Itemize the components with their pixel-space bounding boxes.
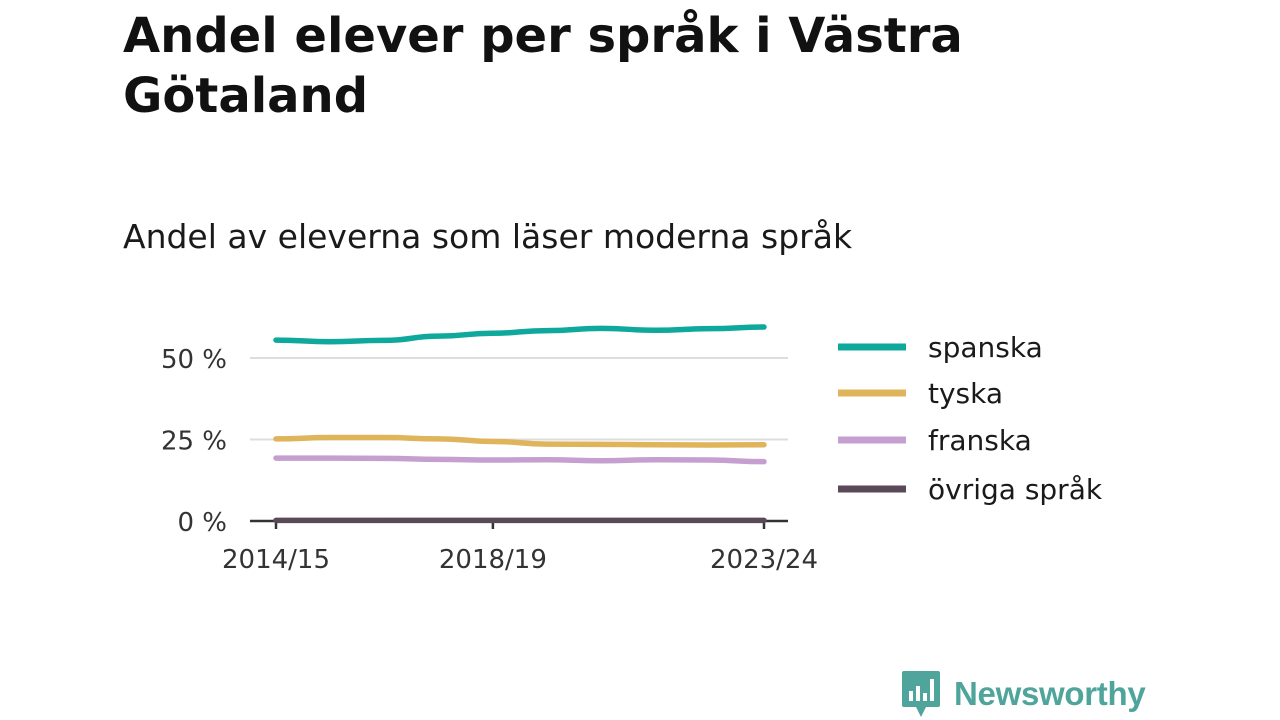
series-line-spanska [273, 324, 767, 345]
x-tick-label: 2023/24 [710, 545, 818, 575]
y-axis-tick-labels: 0 % 25 % 50 % [161, 345, 227, 538]
grid-lines [250, 357, 788, 441]
series-line-tyska [273, 434, 767, 448]
newsworthy-logo-icon [902, 671, 940, 717]
y-tick-label: 25 % [161, 427, 227, 457]
y-tick-label: 0 % [177, 508, 227, 538]
x-tick-label: 2018/19 [439, 545, 547, 575]
chart-subtitle: Andel av eleverna som läser moderna språ… [123, 217, 853, 256]
x-tick-label: 2014/15 [222, 545, 330, 575]
newsworthy-logo: Newsworthy [900, 669, 1146, 719]
series-line-franska [273, 455, 767, 465]
x-axis: 2014/15 2018/19 2023/24 [222, 519, 818, 575]
chart-title: Andel elever per språk i Västra Götaland [123, 8, 963, 124]
legend-label: spanska [928, 331, 1043, 364]
legend: spanska tyska franska övriga språk [838, 331, 1103, 506]
legend-label: franska [928, 424, 1032, 457]
series-lines [273, 324, 767, 524]
y-tick-label: 50 % [161, 345, 227, 375]
legend-label: övriga språk [928, 473, 1103, 506]
legend-label: tyska [928, 377, 1003, 410]
brand-name: Newsworthy [954, 675, 1146, 712]
